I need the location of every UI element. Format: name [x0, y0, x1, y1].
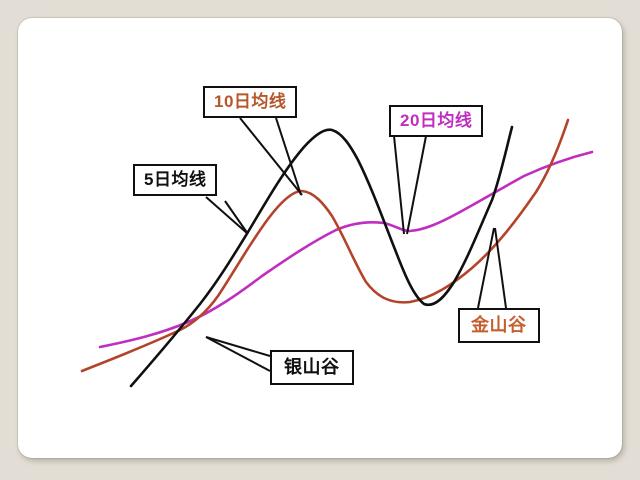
leader-ma5 — [205, 196, 249, 235]
line-ma10 — [80, 118, 570, 373]
line-ma5 — [129, 125, 514, 388]
leader-golden-valley — [477, 227, 507, 309]
leader-ma10 — [239, 117, 303, 196]
annotation-silver-valley: 银山谷 — [270, 350, 354, 385]
annotation-golden-valley: 金山谷 — [458, 308, 540, 343]
leader-ma20 — [393, 135, 427, 235]
leader-silver-valley — [205, 336, 271, 372]
annotation-ma5: 5日均线 — [133, 164, 218, 196]
annotation-ma20: 20日均线 — [389, 105, 484, 137]
annotation-ma10: 10日均线 — [203, 86, 298, 118]
